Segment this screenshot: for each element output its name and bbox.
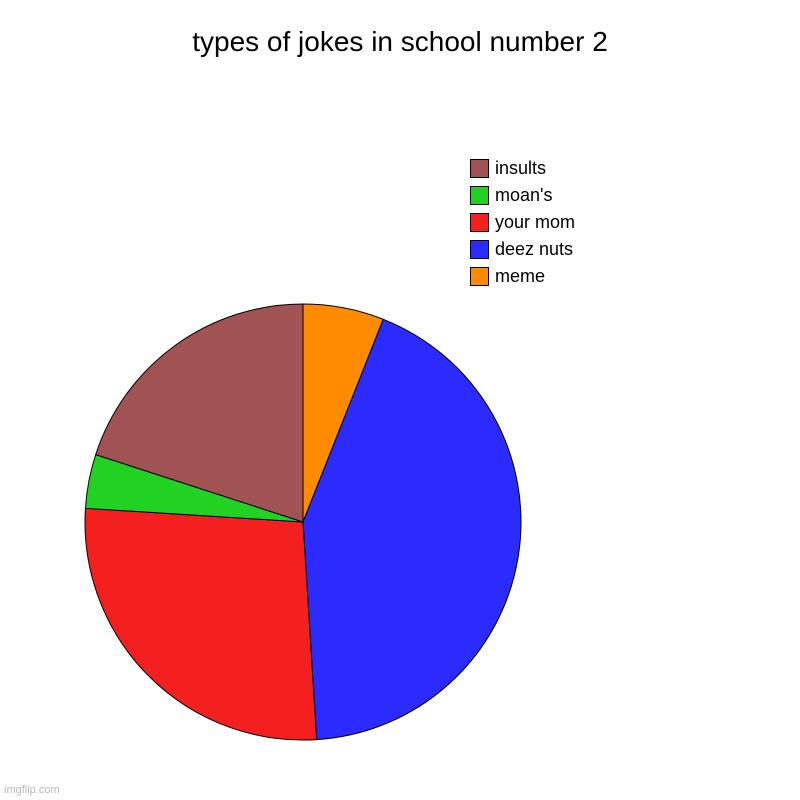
legend-label: meme xyxy=(495,266,545,287)
pie-chart xyxy=(83,302,523,742)
legend-swatch xyxy=(470,240,489,259)
legend-swatch xyxy=(470,213,489,232)
legend-item-your-mom: your mom xyxy=(470,212,575,233)
watermark: imgflip.com xyxy=(4,784,60,796)
pie-slice-your-mom xyxy=(85,508,317,740)
legend-swatch xyxy=(470,267,489,286)
legend-label: moan's xyxy=(495,185,552,206)
legend-item-insults: insults xyxy=(470,158,575,179)
legend: insults moan's your mom deez nuts meme xyxy=(470,158,575,287)
legend-swatch xyxy=(470,186,489,205)
legend-label: your mom xyxy=(495,212,575,233)
legend-item-meme: meme xyxy=(470,266,575,287)
legend-item-deez-nuts: deez nuts xyxy=(470,239,575,260)
legend-label: insults xyxy=(495,158,546,179)
legend-item-moan-s: moan's xyxy=(470,185,575,206)
chart-title: types of jokes in school number 2 xyxy=(0,0,800,58)
chart-area xyxy=(0,120,800,760)
legend-label: deez nuts xyxy=(495,239,573,260)
legend-swatch xyxy=(470,159,489,178)
